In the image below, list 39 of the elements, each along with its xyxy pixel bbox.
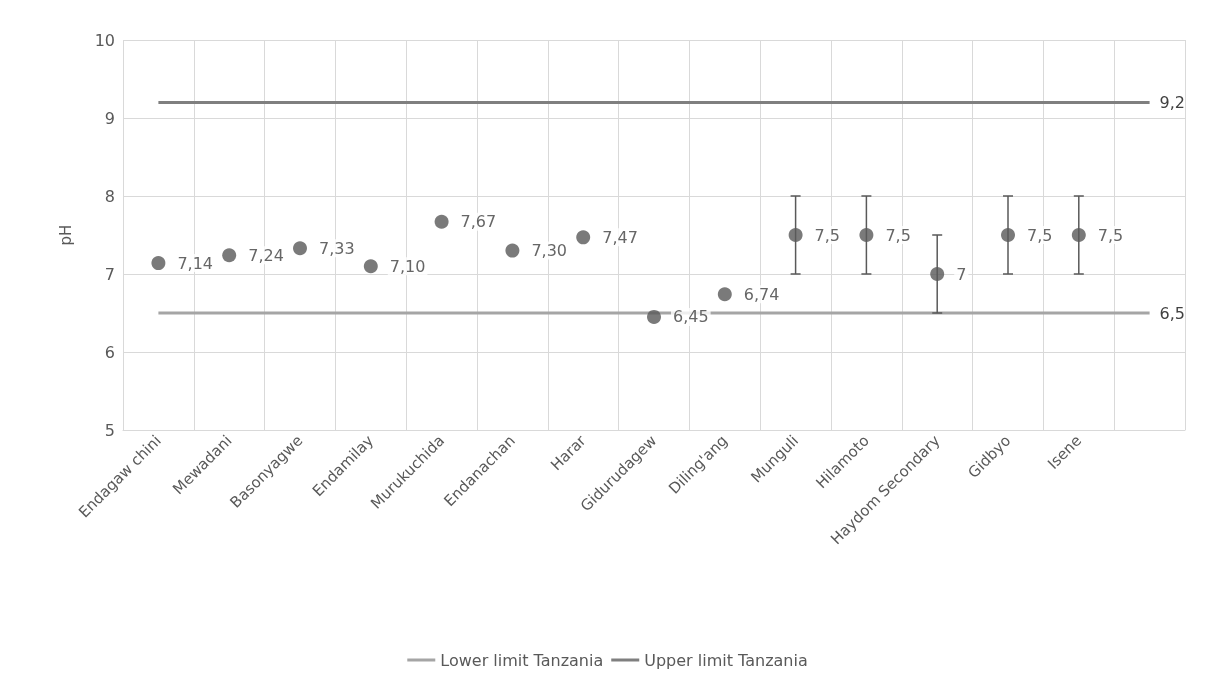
data-label: 6,45 <box>673 307 709 327</box>
data-label: 7,33 <box>319 238 355 258</box>
data-label: 6,74 <box>743 284 780 304</box>
point <box>363 259 378 274</box>
data-label: 7 <box>956 264 967 284</box>
y-tick-label: 10 <box>94 30 115 50</box>
y-axis-title: pH <box>56 224 75 246</box>
y-tick-label: 7 <box>104 264 115 284</box>
data-label: 7,5 <box>1097 225 1124 245</box>
y-tick-label: 6 <box>104 342 115 362</box>
point <box>434 214 449 229</box>
point <box>293 241 307 256</box>
y-tick-label: 9 <box>104 108 115 128</box>
point <box>788 228 803 242</box>
legend-label: Lower limit Tanzania <box>440 650 604 670</box>
point <box>505 243 520 258</box>
data-label: 7,10 <box>389 256 426 276</box>
data-label: 7,5 <box>885 225 911 245</box>
legend-label: Upper limit Tanzania <box>644 650 808 670</box>
point <box>151 256 166 271</box>
y-tick-label: 5 <box>104 420 115 440</box>
point <box>1071 228 1086 242</box>
data-label: 9,2 <box>1159 92 1186 112</box>
point <box>576 230 591 245</box>
point <box>859 228 874 242</box>
y-tick-label: 8 <box>104 186 115 206</box>
point <box>930 267 945 281</box>
point <box>717 287 732 302</box>
data-label: 7,5 <box>1027 225 1053 245</box>
data-label: 6,5 <box>1159 303 1186 323</box>
data-label: 7,67 <box>460 212 497 232</box>
point <box>647 309 661 324</box>
data-label: 7,5 <box>814 225 841 245</box>
data-label: 7,14 <box>177 253 214 273</box>
data-label: 7,47 <box>602 227 638 247</box>
data-label: 7,30 <box>531 241 568 261</box>
point <box>1001 228 1015 242</box>
point <box>222 248 237 263</box>
data-label: 7,24 <box>248 245 284 265</box>
